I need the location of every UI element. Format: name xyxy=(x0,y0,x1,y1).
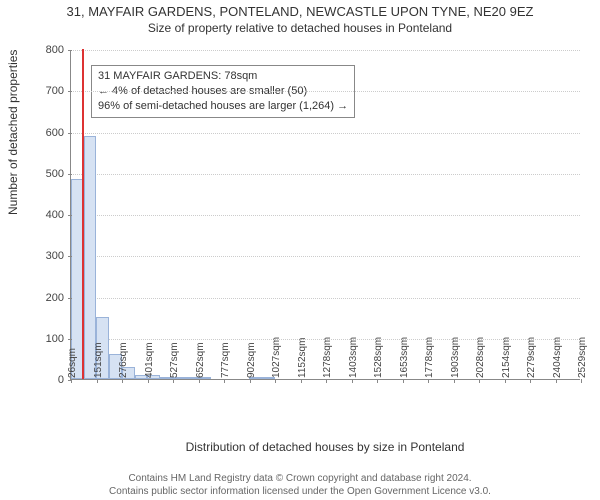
x-tick-mark xyxy=(505,379,506,383)
annotation-line: 31 MAYFAIR GARDENS: 78sqm xyxy=(98,69,348,84)
y-tick-label: 400 xyxy=(0,209,64,221)
x-tick-mark xyxy=(250,379,251,383)
x-tick-mark xyxy=(224,379,225,383)
x-tick-label: 1152sqm xyxy=(297,338,308,378)
x-tick-mark xyxy=(199,379,200,383)
reference-line xyxy=(82,49,84,379)
y-tick-label: 800 xyxy=(0,44,64,56)
x-tick-mark xyxy=(122,379,123,383)
x-tick-label: 2404sqm xyxy=(552,337,563,378)
x-tick-mark xyxy=(403,379,404,383)
x-tick-label: 401sqm xyxy=(144,342,155,378)
x-tick-mark xyxy=(97,379,98,383)
x-tick-label: 1653sqm xyxy=(399,337,410,378)
x-tick-label: 1278sqm xyxy=(322,337,333,378)
x-tick-mark xyxy=(352,379,353,383)
y-tick-mark xyxy=(68,339,72,340)
x-tick-label: 2529sqm xyxy=(577,337,588,378)
gridline xyxy=(71,133,580,134)
y-tick-label: 100 xyxy=(0,333,64,345)
x-tick-mark xyxy=(301,379,302,383)
y-tick-mark xyxy=(68,91,72,92)
gridline xyxy=(71,50,580,51)
x-axis-label: Distribution of detached houses by size … xyxy=(70,440,580,454)
x-tick-label: 1903sqm xyxy=(450,337,461,378)
footer-line-1: Contains HM Land Registry data © Crown c… xyxy=(0,472,600,485)
x-tick-label: 527sqm xyxy=(169,342,180,378)
x-tick-label: 777sqm xyxy=(220,342,231,378)
x-tick-mark xyxy=(377,379,378,383)
annotation-line: 96% of semi-detached houses are larger (… xyxy=(98,99,348,114)
chart-container: Number of detached properties 31 MAYFAIR… xyxy=(0,40,600,440)
y-tick-mark xyxy=(68,50,72,51)
plot-area: 31 MAYFAIR GARDENS: 78sqm← 4% of detache… xyxy=(70,50,580,380)
y-tick-mark xyxy=(68,215,72,216)
y-tick-label: 0 xyxy=(0,374,64,386)
x-tick-mark xyxy=(556,379,557,383)
x-tick-label: 1027sqm xyxy=(271,337,282,378)
y-tick-mark xyxy=(68,174,72,175)
y-tick-label: 500 xyxy=(0,168,64,180)
x-tick-mark xyxy=(428,379,429,383)
x-tick-label: 151sqm xyxy=(93,342,104,378)
y-tick-label: 200 xyxy=(0,292,64,304)
gridline xyxy=(71,91,580,92)
x-tick-label: 2028sqm xyxy=(475,337,486,378)
x-tick-label: 902sqm xyxy=(246,342,257,378)
y-tick-label: 700 xyxy=(0,85,64,97)
gridline xyxy=(71,298,580,299)
x-tick-label: 1778sqm xyxy=(424,337,435,378)
footer-attribution: Contains HM Land Registry data © Crown c… xyxy=(0,472,600,498)
x-tick-mark xyxy=(479,379,480,383)
y-tick-label: 600 xyxy=(0,127,64,139)
x-tick-mark xyxy=(148,379,149,383)
x-tick-mark xyxy=(530,379,531,383)
y-tick-mark xyxy=(68,133,72,134)
y-tick-mark xyxy=(68,298,72,299)
page-title: 31, MAYFAIR GARDENS, PONTELAND, NEWCASTL… xyxy=(0,0,600,19)
x-tick-mark xyxy=(326,379,327,383)
x-tick-mark xyxy=(173,379,174,383)
page-subtitle: Size of property relative to detached ho… xyxy=(0,19,600,35)
y-tick-mark xyxy=(68,256,72,257)
x-tick-mark xyxy=(275,379,276,383)
gridline xyxy=(71,215,580,216)
y-tick-mark xyxy=(68,380,72,381)
x-tick-label: 1528sqm xyxy=(373,337,384,378)
x-tick-label: 2279sqm xyxy=(526,337,537,378)
y-tick-label: 300 xyxy=(0,250,64,262)
x-tick-label: 276sqm xyxy=(118,342,129,378)
x-tick-label: 652sqm xyxy=(195,342,206,378)
gridline xyxy=(71,256,580,257)
x-tick-label: 2154sqm xyxy=(501,337,512,378)
footer-line-2: Contains public sector information licen… xyxy=(0,485,600,498)
x-tick-label: 1403sqm xyxy=(348,337,359,378)
x-tick-mark xyxy=(454,379,455,383)
gridline xyxy=(71,174,580,175)
x-tick-label: 26sqm xyxy=(67,348,78,378)
x-tick-mark xyxy=(581,379,582,383)
